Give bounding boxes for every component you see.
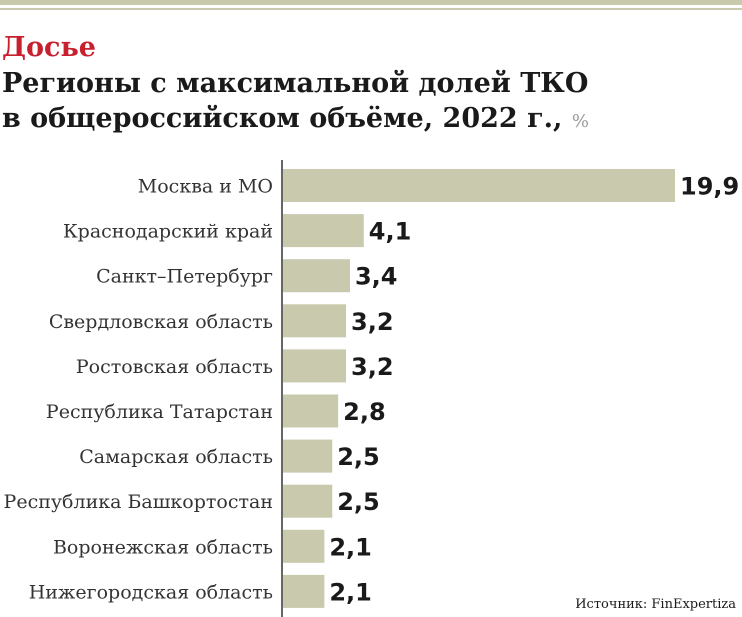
bar-5 bbox=[283, 349, 347, 383]
value-label-8: 2,5 bbox=[337, 488, 380, 516]
bar-3 bbox=[283, 259, 350, 293]
value-label-7: 2,5 bbox=[337, 443, 380, 471]
category-label-5: Ростовская область bbox=[76, 356, 273, 378]
kicker-label: Досье bbox=[2, 32, 96, 63]
bar-2 bbox=[283, 214, 364, 248]
category-label-2: Краснодарский край bbox=[63, 221, 273, 243]
value-label-5: 3,2 bbox=[351, 353, 394, 381]
category-label-8: Республика Башкортостан bbox=[4, 491, 273, 513]
value-label-3: 3,4 bbox=[355, 263, 398, 291]
category-label-3: Санкт–Петербург bbox=[96, 266, 273, 288]
bar-7 bbox=[283, 439, 333, 473]
value-label-9: 2,1 bbox=[329, 533, 372, 561]
category-label-1: Москва и МО bbox=[138, 176, 273, 198]
top-rule bbox=[0, 0, 742, 5]
value-label-2: 4,1 bbox=[369, 218, 412, 246]
source-note: Источник: FinExpertiza bbox=[575, 597, 736, 612]
value-label-1: 19,9 bbox=[680, 173, 739, 201]
bar-1 bbox=[283, 169, 675, 202]
value-label-4: 3,2 bbox=[351, 308, 394, 336]
category-label-9: Воронежская область bbox=[53, 536, 273, 558]
category-label-10: Нижегородская область bbox=[29, 581, 273, 603]
unit-label: % bbox=[571, 111, 589, 132]
chart-title-line-2-text: в общероссийском объёме, 2022 г., bbox=[2, 103, 563, 134]
bar-4 bbox=[283, 304, 347, 338]
category-label-6: Республика Татарстан bbox=[46, 401, 273, 423]
bar-6 bbox=[283, 394, 339, 428]
bar-8 bbox=[283, 484, 333, 518]
top-rule-thin bbox=[0, 8, 742, 10]
bar-10 bbox=[283, 574, 325, 608]
chart-title-line-1: Регионы с максимальной долей ТКО bbox=[2, 68, 589, 99]
value-label-6: 2,8 bbox=[343, 398, 386, 426]
chart-title-line-2: в общероссийском объёме, 2022 г., % bbox=[2, 101, 589, 139]
bars-group: Москва и МО 19,9 Краснодарский край 4,1 Санк… bbox=[4, 169, 739, 608]
chart-title: Регионы с максимальной долей ТКО в общер… bbox=[2, 66, 589, 139]
category-label-7: Самарская область bbox=[79, 446, 273, 468]
value-label-10: 2,1 bbox=[329, 578, 372, 606]
category-label-4: Свердловская область bbox=[49, 311, 273, 333]
bar-9 bbox=[283, 529, 325, 563]
